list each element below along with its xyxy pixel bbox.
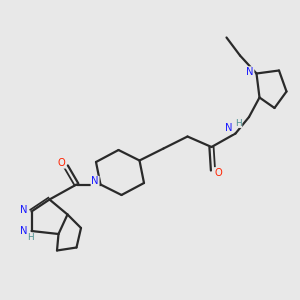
Text: H: H <box>28 233 34 242</box>
Text: O: O <box>58 158 65 168</box>
Text: H: H <box>235 118 242 127</box>
Text: N: N <box>20 205 28 215</box>
Text: O: O <box>214 168 222 178</box>
Text: N: N <box>225 123 233 133</box>
Text: N: N <box>20 226 28 236</box>
Text: N: N <box>91 176 99 187</box>
Text: N: N <box>246 67 254 77</box>
